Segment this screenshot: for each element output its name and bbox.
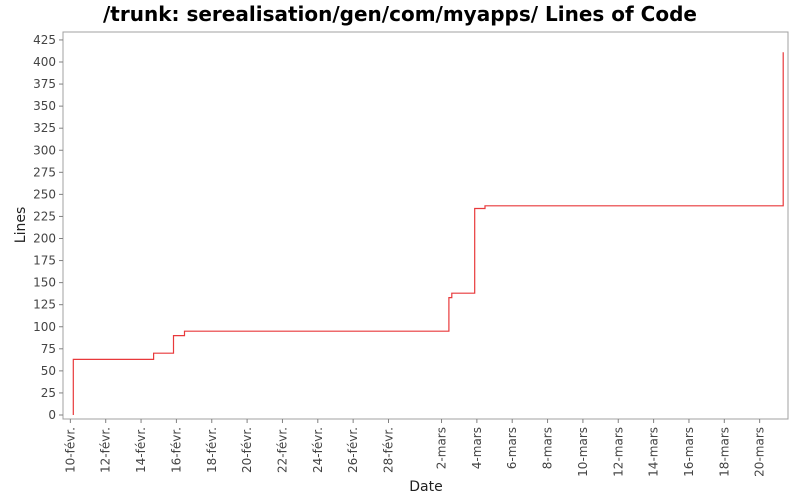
y-tick-label: 400 — [33, 55, 56, 69]
x-tick-label: 12-févr. — [99, 427, 113, 473]
y-tick-label: 0 — [48, 408, 56, 422]
x-tick-label: 10-févr. — [63, 427, 77, 473]
x-tick-label: 28-févr. — [381, 427, 395, 473]
y-axis-title: Lines — [13, 207, 29, 243]
y-tick-label: 75 — [41, 342, 56, 356]
y-tick-label: 325 — [33, 121, 56, 135]
x-tick-label: 20-mars — [753, 427, 767, 477]
x-tick-label: 18-mars — [717, 427, 731, 477]
x-tick-label: 16-févr. — [169, 427, 183, 473]
y-tick-label: 100 — [33, 320, 56, 334]
x-axis-title: Date — [409, 479, 442, 495]
y-tick-label: 25 — [41, 386, 56, 400]
x-tick-label: 2-mars — [435, 427, 449, 469]
y-tick-label: 200 — [33, 232, 56, 246]
y-tick-label: 425 — [33, 33, 56, 47]
x-tick-label: 20-févr. — [240, 427, 254, 473]
y-tick-label: 350 — [33, 99, 56, 113]
x-tick-label: 22-févr. — [275, 427, 289, 473]
y-axis: 0 25 50 75 100 125 150 175 200 225 250 275 300 325 350… — [33, 33, 63, 422]
y-tick-label: 275 — [33, 165, 56, 179]
y-tick-label: 225 — [33, 209, 56, 223]
y-tick-label: 50 — [41, 364, 56, 378]
plot-area-frame — [62, 31, 789, 420]
y-tick-label: 125 — [33, 298, 56, 312]
x-axis: 10-févr. 12-févr. 14-févr. 16-févr. 18-févr.… — [63, 419, 767, 477]
x-tick-label: 16-mars — [682, 427, 696, 477]
series-layer — [72, 52, 784, 415]
chart-title: /trunk: serealisation/gen/com/myapps/ Li… — [103, 2, 697, 26]
x-tick-label: 14-févr. — [134, 427, 148, 473]
x-tick-label: 24-févr. — [311, 427, 325, 473]
y-tick-label: 250 — [33, 187, 56, 201]
x-tick-label: 26-févr. — [346, 427, 360, 473]
x-tick-label: 12-mars — [611, 427, 625, 477]
y-tick-label: 150 — [33, 276, 56, 290]
x-tick-label: 4-mars — [470, 427, 484, 469]
x-tick-label: 6-mars — [505, 427, 519, 469]
y-tick-label: 175 — [33, 254, 56, 268]
x-tick-label: 18-févr. — [205, 427, 219, 473]
x-tick-label: 10-mars — [576, 427, 590, 477]
x-tick-label: 8-mars — [541, 427, 555, 469]
x-tick-label: 14-mars — [647, 427, 661, 477]
y-tick-label: 375 — [33, 77, 56, 91]
series-line — [72, 52, 784, 415]
y-tick-label: 300 — [33, 143, 56, 157]
